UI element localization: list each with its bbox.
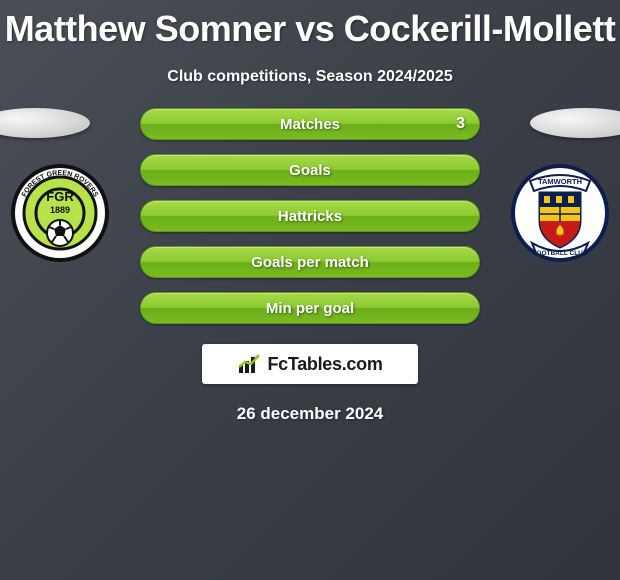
date-text: 26 december 2024 xyxy=(0,404,620,424)
brand-chart-icon xyxy=(237,353,263,375)
svg-text:FGR: FGR xyxy=(46,189,74,204)
stat-label: Matches xyxy=(280,116,340,133)
left-player-column: FGR 1889 FOREST GREEN ROVERS xyxy=(0,108,120,268)
stat-label: Hattricks xyxy=(278,208,342,225)
svg-text:1889: 1889 xyxy=(50,205,70,215)
stat-row-hattricks: Hattricks xyxy=(140,200,480,232)
stat-row-matches: Matches 3 xyxy=(140,108,480,140)
stat-label: Goals per match xyxy=(251,254,369,271)
svg-text:FOOTBALL CLUB: FOOTBALL CLUB xyxy=(532,250,587,257)
stat-label: Goals xyxy=(289,162,331,179)
stat-label: Min per goal xyxy=(266,300,354,317)
right-player-photo xyxy=(530,108,620,138)
left-club-crest: FGR 1889 FOREST GREEN ROVERS xyxy=(10,163,110,268)
stat-row-goals: Goals xyxy=(140,154,480,186)
brand-badge: FcTables.com xyxy=(202,344,418,384)
svg-text:TAMWORTH: TAMWORTH xyxy=(538,177,582,186)
stats-list: Matches 3 Goals Hattricks Goals per matc… xyxy=(140,108,480,324)
stat-row-min-per-goal: Min per goal xyxy=(140,292,480,324)
left-player-photo xyxy=(0,108,90,138)
page-title: Matthew Somner vs Cockerill-Mollett xyxy=(0,0,620,50)
stat-row-goals-per-match: Goals per match xyxy=(140,246,480,278)
stat-right-value: 3 xyxy=(456,115,465,133)
subtitle: Club competitions, Season 2024/2025 xyxy=(0,68,620,86)
right-club-crest: TAMWORTH FOOTBALL CLUB xyxy=(510,163,610,268)
comparison-arena: FGR 1889 FOREST GREEN ROVERS TAMWORTH xyxy=(0,108,620,424)
right-player-column: TAMWORTH FOOTBALL CLUB xyxy=(500,108,620,268)
brand-text: FcTables.com xyxy=(267,354,382,375)
